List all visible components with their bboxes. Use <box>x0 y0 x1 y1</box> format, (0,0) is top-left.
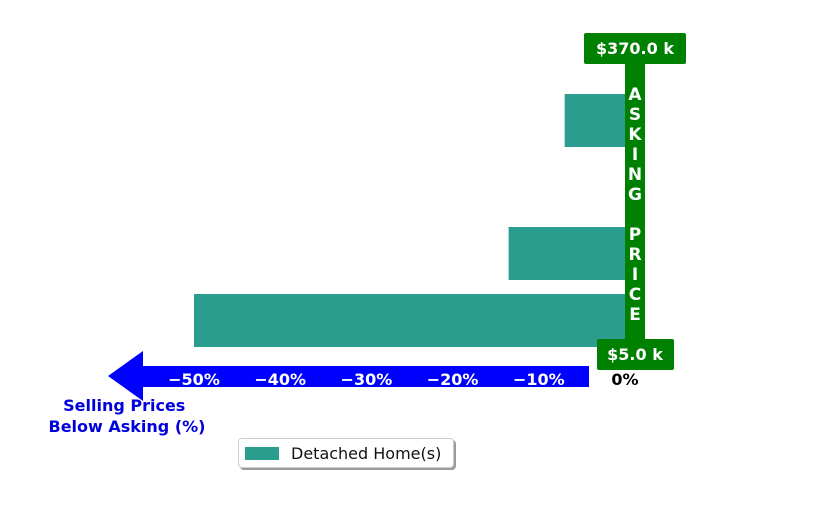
x-axis-label: Selling Prices Below Asking (%) <box>49 396 206 436</box>
bars-group <box>194 94 625 347</box>
asking-price-letter: E <box>629 305 641 325</box>
asking-price-banner <box>625 60 645 346</box>
asking-price-letter: S <box>629 105 641 125</box>
asking-price-letter: P <box>629 225 641 245</box>
x-tick-label: −30% <box>341 370 393 389</box>
asking-price-letter: I <box>632 145 638 165</box>
legend: Detached Home(s) <box>238 438 454 468</box>
x-tick-labels: −50% −40% −30% −20% −10% 0% <box>168 370 638 389</box>
top-price-label: $370.0 k <box>596 39 674 58</box>
x-tick-label: −20% <box>427 370 479 389</box>
x-axis-label-line-2: Below Asking (%) <box>49 417 206 436</box>
top-price-box <box>584 33 686 64</box>
x-tick-label: −40% <box>254 370 306 389</box>
bar-2 <box>508 227 625 280</box>
asking-price-letter: G <box>628 185 642 205</box>
asking-price-letter: N <box>628 165 642 185</box>
bottom-price-box <box>597 339 674 370</box>
asking-price-letter: K <box>628 125 642 145</box>
bottom-price-label: $5.0 k <box>607 345 663 364</box>
x-axis-arrow <box>108 351 589 401</box>
asking-price-letter: I <box>632 265 638 285</box>
x-axis-label-line-1: Selling Prices <box>63 396 185 415</box>
x-tick-label: −50% <box>168 370 220 389</box>
asking-price-letter: A <box>628 85 642 105</box>
x-tick-label: −10% <box>513 370 565 389</box>
asking-price-letter: C <box>629 285 641 305</box>
x-tick-label: 0% <box>611 370 638 389</box>
legend-label: Detached Home(s) <box>291 444 442 463</box>
asking-price-letter: R <box>628 245 641 265</box>
legend-swatch <box>245 447 279 460</box>
bar-3 <box>194 294 625 347</box>
bar-1 <box>564 94 625 147</box>
